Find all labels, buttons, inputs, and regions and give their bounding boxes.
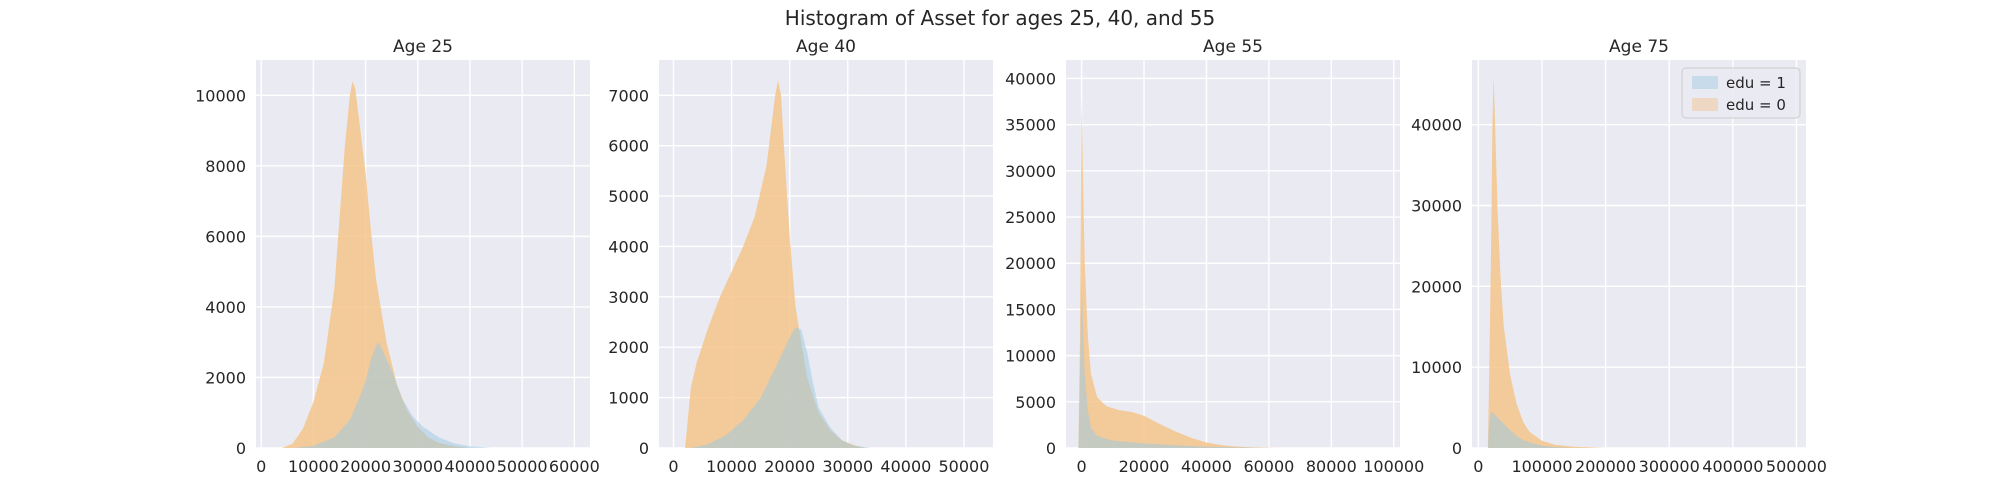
y-tick-label: 35000 [1005, 116, 1056, 135]
y-tick-label: 0 [1046, 439, 1056, 458]
legend-swatch [1692, 76, 1718, 89]
y-tick-label: 0 [1452, 439, 1462, 458]
y-tick-label: 6000 [205, 227, 246, 246]
x-tick-label: 10000 [706, 457, 757, 476]
x-tick-label: 500000 [1766, 457, 1827, 476]
plot-background [256, 60, 590, 448]
y-tick-label: 1000 [608, 389, 649, 408]
x-tick-label: 60000 [1243, 457, 1294, 476]
y-tick-label: 3000 [608, 288, 649, 307]
y-tick-label: 20000 [1411, 277, 1462, 296]
panel-title: Age 75 [1609, 37, 1669, 57]
y-tick-label: 2000 [608, 338, 649, 357]
legend-label: edu = 1 [1726, 74, 1786, 92]
panel-1: 0 10000 20000 30000 40000 50000 60000020004000… [195, 37, 600, 476]
y-tick-label: 30000 [1411, 197, 1462, 216]
y-tick-label: 5000 [608, 187, 649, 206]
y-tick-label: 7000 [608, 86, 649, 105]
panel-title: Age 55 [1203, 37, 1263, 57]
y-tick-label: 20000 [1005, 254, 1056, 273]
series-edu0-area [1487, 76, 1606, 448]
panel-title: Age 40 [796, 37, 856, 57]
x-tick-label: 200000 [1575, 457, 1636, 476]
y-tick-label: 5000 [1015, 393, 1056, 412]
series-edu1-area [1487, 411, 1574, 448]
legend-swatch [1692, 98, 1718, 111]
y-tick-label: 30000 [1005, 162, 1056, 181]
y-tick-label: 25000 [1005, 208, 1056, 227]
x-tick-label: 30000 [822, 457, 873, 476]
y-tick-label: 6000 [608, 137, 649, 156]
x-tick-label: 300000 [1639, 457, 1700, 476]
y-tick-label: 10000 [195, 86, 246, 105]
x-tick-label: 100000 [1511, 457, 1572, 476]
y-tick-label: 4000 [205, 298, 246, 317]
x-tick-label: 60000 [549, 457, 600, 476]
y-tick-label: 8000 [205, 157, 246, 176]
series-edu0-area [685, 80, 866, 448]
legend-box [1681, 67, 1801, 119]
series-edu0-area [282, 81, 470, 448]
y-tick-label: 0 [639, 439, 649, 458]
x-tick-label: 80000 [1306, 457, 1357, 476]
y-tick-label: 4000 [608, 237, 649, 256]
x-tick-label: 0 [668, 457, 678, 476]
y-tick-label: 40000 [1005, 69, 1056, 88]
x-tick-label: 40000 [445, 457, 496, 476]
plot-background [1066, 60, 1400, 448]
x-tick-label: 20000 [340, 457, 391, 476]
panel-title: Age 25 [393, 37, 453, 57]
legend-label: edu = 0 [1726, 96, 1786, 114]
series-edu1-area [292, 342, 491, 448]
x-tick-label: 30000 [392, 457, 443, 476]
figure-title: Histogram of Asset for ages 25, 40, and … [784, 6, 1216, 30]
x-tick-label: 10000 [288, 457, 339, 476]
panel-3: 0 20000 40000 60000 80000 100000 0 5000 10000 150… [1005, 37, 1424, 476]
series-edu0-area [1078, 97, 1285, 448]
y-tick-label: 15000 [1005, 300, 1056, 319]
y-tick-label: 40000 [1411, 116, 1462, 135]
x-tick-label: 0 [1077, 457, 1087, 476]
x-tick-label: 400000 [1702, 457, 1763, 476]
panel-4: 0 100000 200000 300000 400000 500000 0 10000 200… [1411, 37, 1827, 476]
x-tick-label: 20000 [1119, 457, 1170, 476]
x-tick-label: 0 [256, 457, 266, 476]
x-tick-label: 0 [1473, 457, 1483, 476]
x-tick-label: 40000 [1181, 457, 1232, 476]
x-tick-label: 100000 [1363, 457, 1424, 476]
panel-2: 0 10000 20000 30000 40000 50000 0 1000 2000 3000 4… [608, 37, 993, 476]
x-tick-label: 40000 [880, 457, 931, 476]
y-tick-label: 10000 [1411, 358, 1462, 377]
y-tick-label: 10000 [1005, 347, 1056, 366]
x-tick-label: 50000 [939, 457, 990, 476]
x-tick-label: 50000 [497, 457, 548, 476]
series-edu1-area [690, 327, 872, 448]
legend: edu = 1 edu = 0 [1681, 67, 1801, 119]
y-tick-label: 2000 [205, 368, 246, 387]
y-tick-label: 0 [236, 439, 246, 458]
x-tick-label: 20000 [764, 457, 815, 476]
